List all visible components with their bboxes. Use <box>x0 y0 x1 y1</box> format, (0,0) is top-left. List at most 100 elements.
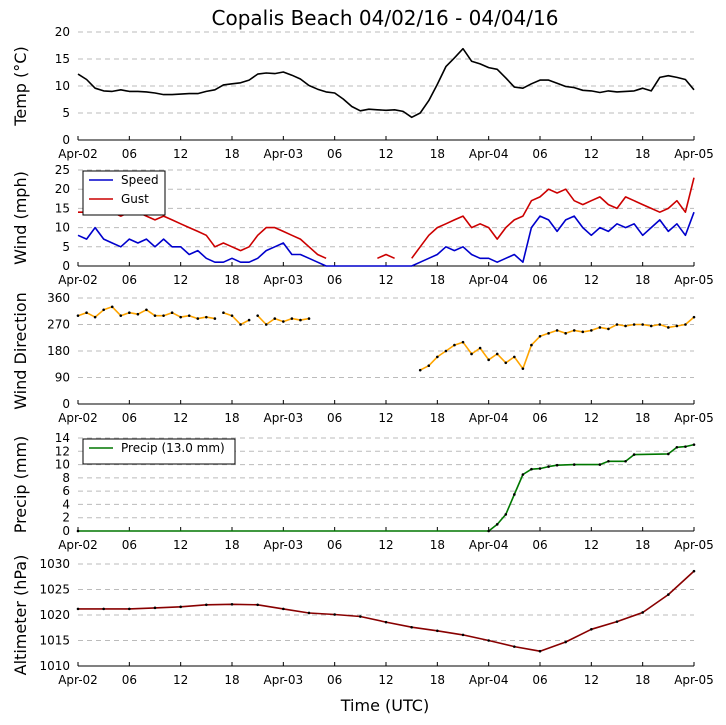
data-point <box>179 315 182 319</box>
y-tick-label: 1015 <box>39 634 70 648</box>
data-point <box>538 334 542 338</box>
x-tick-label: Apr-05 <box>674 538 714 552</box>
data-point <box>196 317 200 320</box>
data-point <box>667 452 670 456</box>
y-tick-label: 180 <box>47 344 70 358</box>
y-tick-label: 5 <box>62 240 70 254</box>
x-tick-label: 12 <box>378 673 393 687</box>
data-point <box>478 346 482 350</box>
x-tick-label: Apr-04 <box>469 273 509 287</box>
precip-legend: Precip (13.0 mm) <box>82 438 236 465</box>
y-tick-label: 5 <box>62 106 70 120</box>
x-tick-label: 12 <box>584 538 599 552</box>
data-point <box>521 473 525 476</box>
data-point <box>179 605 182 609</box>
x-tick-label: 18 <box>635 273 650 287</box>
data-point <box>102 607 105 611</box>
data-point <box>598 326 602 329</box>
data-point <box>222 311 225 315</box>
x-tick-label: Apr-04 <box>469 147 509 161</box>
x-tick-label: Apr-02 <box>58 673 98 687</box>
data-point <box>590 627 593 631</box>
data-point <box>461 340 465 344</box>
data-point <box>128 607 131 611</box>
data-point <box>418 368 422 372</box>
y-tick-label: 360 <box>47 291 70 305</box>
wind-panel: 0 5 10 15 20 25 Apr-02 06 12 18 Apr-03 06 12 18 Apr-04… <box>11 163 714 287</box>
data-point <box>102 308 105 312</box>
data-point <box>538 467 542 470</box>
series-line-temp <box>77 47 695 119</box>
data-point <box>555 463 559 467</box>
x-tick-label: 12 <box>378 411 393 425</box>
x-tick-label: 18 <box>430 147 445 161</box>
x-tick-label: 18 <box>635 673 650 687</box>
data-point <box>85 311 88 315</box>
y-tick-label: 14 <box>55 431 70 445</box>
data-point <box>282 607 285 611</box>
y-tick-label: 8 <box>62 471 70 485</box>
x-tick-label: Apr-03 <box>264 673 304 687</box>
series-line-direction <box>223 311 250 326</box>
y-tick-label: 0 <box>62 524 70 538</box>
data-point <box>487 358 490 362</box>
y-tick-label: 10 <box>55 221 70 235</box>
data-point <box>581 330 585 334</box>
data-point <box>93 315 97 319</box>
data-point <box>436 629 439 633</box>
data-point <box>538 649 542 653</box>
data-point <box>333 613 336 616</box>
data-point <box>607 327 610 331</box>
x-tick-label: 06 <box>327 673 342 687</box>
data-point <box>307 317 311 320</box>
data-point <box>290 317 294 320</box>
data-point <box>572 463 576 466</box>
data-point <box>572 329 576 332</box>
data-point <box>632 453 636 456</box>
data-point <box>247 318 251 322</box>
data-point <box>282 320 285 323</box>
x-tick-label: 06 <box>532 273 547 287</box>
data-point <box>598 463 602 466</box>
data-point <box>170 311 174 315</box>
data-point <box>530 467 533 471</box>
x-tick-label: 06 <box>327 411 342 425</box>
data-point <box>513 493 516 496</box>
y-tick-label: 4 <box>62 497 70 511</box>
data-point <box>615 620 619 623</box>
data-point <box>256 314 259 317</box>
x-tick-label: 12 <box>584 411 599 425</box>
y-tick-label: 15 <box>55 201 70 215</box>
y-tick-label: 90 <box>55 371 70 385</box>
wind-direction-panel: 0 90 180 270 360 Apr-02 06 12 18 Apr-03 06 12 18 Apr-… <box>11 291 714 425</box>
x-tick-label: 18 <box>224 673 239 687</box>
data-point <box>153 314 157 317</box>
x-tick-label: 18 <box>430 411 445 425</box>
data-point <box>76 607 80 611</box>
data-point <box>273 317 277 320</box>
data-point <box>667 326 670 329</box>
x-tick-label: 12 <box>378 538 393 552</box>
x-tick-label: 06 <box>327 538 342 552</box>
data-point <box>692 315 696 319</box>
data-point <box>504 361 508 365</box>
data-point <box>205 315 208 319</box>
x-tick-label: 18 <box>224 273 239 287</box>
data-point <box>205 603 208 607</box>
x-tick-label: Apr-05 <box>674 673 714 687</box>
y-tick-label: 6 <box>62 484 70 498</box>
data-point <box>153 606 157 610</box>
data-point <box>555 329 559 332</box>
x-tick-label: Apr-05 <box>674 273 714 287</box>
x-tick-label: Apr-03 <box>264 147 304 161</box>
data-point <box>590 329 593 332</box>
data-point <box>461 633 465 637</box>
data-point <box>76 314 80 317</box>
data-point <box>145 308 148 312</box>
data-point <box>299 318 302 322</box>
data-point <box>692 443 696 446</box>
wind-legend: Speed Gust <box>82 170 166 216</box>
data-point <box>641 323 644 326</box>
data-point <box>110 305 114 309</box>
